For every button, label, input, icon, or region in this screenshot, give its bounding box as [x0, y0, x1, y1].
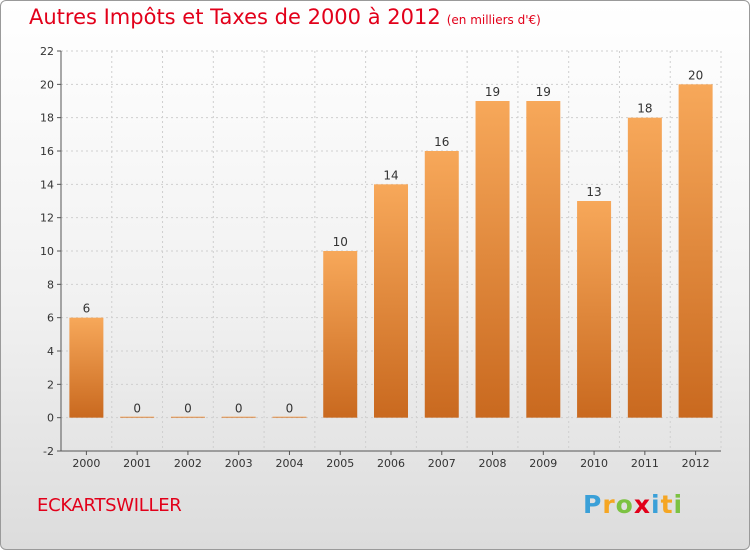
bar-2003	[221, 416, 256, 418]
y-tick-label: 10	[40, 245, 54, 258]
x-tick-label: 2006	[377, 457, 405, 470]
commune-name: ECKARTSWILLER	[37, 495, 182, 516]
value-label-2009: 19	[536, 85, 551, 99]
logo-letter: i	[651, 490, 661, 519]
value-label-2011: 18	[637, 102, 652, 116]
chart-unit-note: (en milliers d'€)	[446, 13, 541, 27]
value-label-2001: 0	[133, 402, 141, 416]
bar-2005	[323, 251, 358, 418]
bar-2010	[577, 201, 612, 418]
bar-2007	[424, 151, 459, 418]
x-tick-label: 2001	[123, 457, 151, 470]
bar-layer	[69, 84, 713, 418]
bar-2011	[627, 117, 662, 418]
bar-2001	[120, 416, 155, 418]
x-tick-label: 2009	[529, 457, 557, 470]
logo-letter: r	[602, 490, 616, 519]
y-tick-label: 0	[47, 412, 54, 425]
y-tick-label: 20	[40, 78, 54, 91]
x-tick-label: 2010	[580, 457, 608, 470]
y-tick-label: 4	[47, 345, 54, 358]
value-label-2007: 16	[434, 135, 449, 149]
x-tick-label: 2002	[174, 457, 202, 470]
x-tick-label: 2000	[72, 457, 100, 470]
x-tick-label: 2008	[479, 457, 507, 470]
y-tick-label: 18	[40, 112, 54, 125]
value-label-2008: 19	[485, 85, 500, 99]
chart-title: Autres Impôts et Taxes de 2000 à 2012 (en…	[29, 5, 541, 29]
logo-letter: P	[583, 490, 603, 519]
x-tick-label: 2007	[428, 457, 456, 470]
y-tick-label: 6	[47, 312, 54, 325]
bar-2002	[170, 416, 205, 418]
value-label-2000: 6	[83, 302, 91, 316]
y-tick-label: 16	[40, 145, 54, 158]
y-tick-label: -2	[43, 445, 54, 458]
y-tick-label: 14	[40, 178, 54, 191]
x-tick-label: 2012	[682, 457, 710, 470]
bar-2009	[526, 101, 561, 418]
logo-letter: i	[673, 490, 684, 519]
chart-title-text: Autres Impôts et Taxes de 2000 à 2012	[29, 5, 441, 29]
bar-2000	[69, 317, 104, 418]
proxiti-logo: Proxiti	[583, 490, 683, 519]
bar-2008	[475, 101, 510, 418]
value-label-2010: 13	[586, 185, 601, 199]
value-label-2002: 0	[184, 402, 192, 416]
bar-2004	[272, 416, 307, 418]
logo-letter: x	[633, 490, 651, 519]
x-tick-label: 2011	[631, 457, 659, 470]
value-label-2005: 10	[333, 235, 348, 249]
axis-layer	[57, 50, 721, 455]
value-label-2004: 0	[286, 402, 294, 416]
value-label-2012: 20	[688, 68, 703, 82]
y-tick-label: 12	[40, 212, 54, 225]
value-label-2006: 14	[383, 168, 398, 182]
x-tick-label: 2003	[225, 457, 253, 470]
y-tick-label: 22	[40, 45, 54, 58]
label-layer: -202468101214161820222000620010200202003…	[40, 45, 710, 470]
value-label-2003: 0	[235, 402, 243, 416]
y-tick-label: 2	[47, 378, 54, 391]
logo-letter: o	[615, 490, 634, 519]
y-tick-label: 8	[47, 278, 54, 291]
x-tick-label: 2005	[326, 457, 354, 470]
bar-2006	[374, 184, 408, 418]
logo-letter: t	[660, 490, 674, 519]
x-tick-label: 2004	[275, 457, 303, 470]
bar-2012	[678, 84, 713, 418]
